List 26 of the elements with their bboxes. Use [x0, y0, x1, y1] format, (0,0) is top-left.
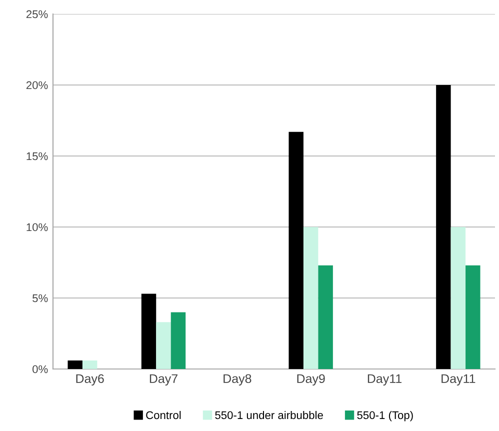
- bar: [82, 360, 98, 369]
- y-tick-label: 5%: [32, 294, 48, 302]
- bar: [141, 294, 156, 369]
- legend-label: 550-1 (Top): [357, 410, 413, 422]
- y-tick-label: 20%: [26, 81, 48, 90]
- y-tick-label: 25%: [26, 10, 48, 18]
- x-tick-label: Day8: [224, 374, 252, 386]
- bar: [303, 227, 318, 369]
- x-tick-label: Day9: [297, 374, 325, 386]
- x-tick-label: Day11: [442, 374, 476, 386]
- y-tick-label: 15%: [26, 152, 48, 160]
- y-tick-label: 10%: [26, 223, 48, 232]
- bar: [288, 132, 304, 369]
- x-tick-label: Day11: [368, 374, 402, 386]
- bar: [68, 360, 82, 369]
- legend-label: Control: [146, 410, 181, 420]
- legend-label: 550-1 under airbubble: [215, 410, 323, 420]
- x-tick-label: Day6: [76, 374, 104, 386]
- bar: [170, 312, 186, 369]
- y-tick-label: 0%: [32, 365, 48, 374]
- bar: [466, 265, 480, 369]
- bar: [318, 265, 333, 369]
- bar: [450, 227, 466, 369]
- bar: [156, 322, 171, 369]
- x-tick-label: Day7: [150, 374, 178, 386]
- bar: [436, 85, 451, 369]
